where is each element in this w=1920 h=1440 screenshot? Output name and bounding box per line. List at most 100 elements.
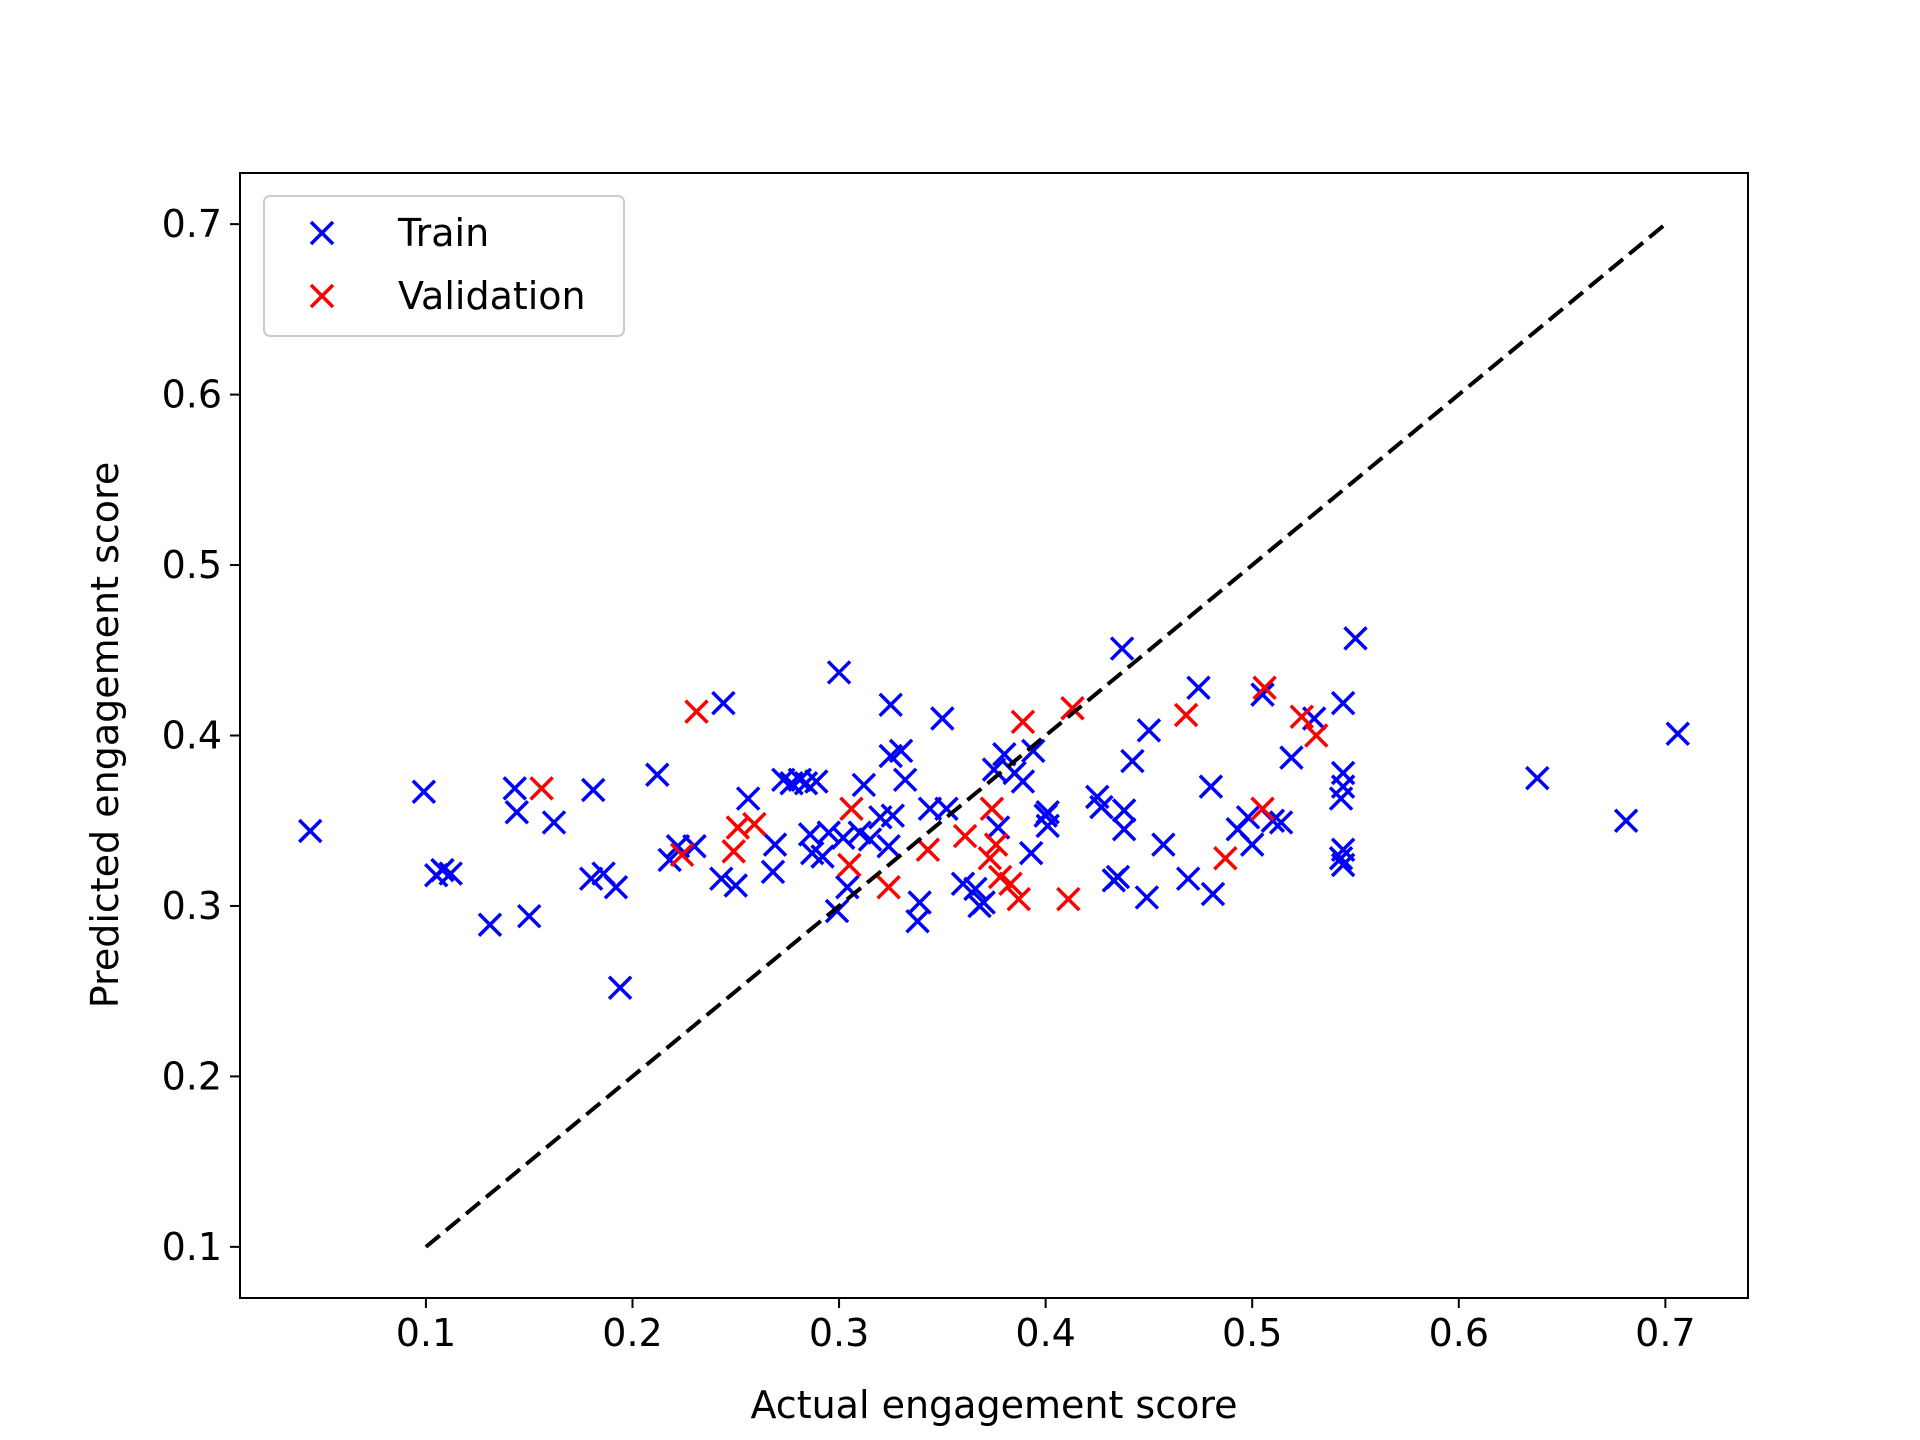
point-train [1665,721,1691,747]
y-tick-label: 0.5 [162,543,222,587]
y-tick-label: 0.4 [162,714,222,758]
legend-label-train: Train [397,211,489,255]
point-train [793,770,819,796]
x-tick-label: 0.6 [1429,1311,1489,1355]
point-validation [987,864,1013,890]
point-train [876,834,901,859]
point-validation [684,699,709,724]
point-train [657,847,682,873]
legend-entry-validation: Validation [309,274,586,318]
point-train [1134,885,1160,910]
point-train [1120,748,1145,774]
y-axis-label: Predicted engagement score [83,462,127,1008]
point-train [1136,718,1162,743]
point-train [1089,794,1114,820]
point-train [824,898,850,924]
point-train [1111,798,1137,823]
reference-line-layer [424,222,1667,1249]
point-train [504,799,530,825]
point-train [578,866,604,891]
y-tick-label: 0.3 [162,884,222,928]
point-train [878,692,903,718]
point-train [830,825,856,851]
x-tick-label: 0.7 [1635,1311,1695,1355]
point-train [1330,690,1356,716]
point-train [1151,832,1176,857]
point-validation [977,845,1003,871]
point-validation [1056,886,1081,912]
point-validation [1289,704,1315,729]
point-train [981,757,1007,782]
point-validation [669,842,695,868]
point-train [907,890,932,915]
point-train [810,844,835,869]
point-train [851,772,877,798]
point-train [1343,626,1368,651]
point-train [892,767,918,793]
point-train [816,820,841,845]
x-tick-label: 0.4 [1015,1311,1075,1355]
point-validation [837,852,862,878]
point-train [857,827,883,852]
point-validation [1250,796,1275,822]
y-tick-label: 0.7 [162,202,222,246]
point-train [971,890,996,915]
point-validation [1304,723,1329,748]
point-train [1235,805,1261,830]
point-train [516,903,542,929]
point-train [1021,738,1046,764]
point-validation [979,796,1005,822]
point-train [645,762,670,787]
point-validation [529,776,554,801]
point-train [826,660,852,685]
point-train [603,874,629,900]
point-validation [742,811,767,837]
legend-label-validation: Validation [398,274,586,318]
point-train [411,779,437,804]
x-tick-label: 0.2 [602,1311,662,1355]
point-train [1109,636,1135,661]
point-train [1330,852,1356,878]
point-validation [915,837,941,862]
point-train [682,834,707,859]
point-validation [998,871,1023,897]
point-train [1268,810,1294,835]
point-train [847,820,872,845]
point-validation [1173,702,1199,728]
point-train [950,871,976,897]
point-validation [839,796,864,822]
legend-box [263,195,625,337]
point-validation [952,823,978,849]
point-train [1018,840,1044,866]
x-tick-label: 0.5 [1222,1311,1282,1355]
point-train [1239,832,1265,857]
x-tick-label: 0.1 [396,1311,456,1355]
point-train [541,810,567,835]
point-train [1279,745,1304,770]
point-train [934,796,959,822]
legend-entries: Train Validation [309,211,586,318]
point-train [709,866,734,891]
reference-line [424,222,1667,1249]
point-validation [983,832,1009,857]
point-train [804,769,829,794]
point-train [1186,675,1211,701]
y-tick-label: 0.2 [162,1054,222,1098]
point-train [1035,799,1060,825]
y-tick-label: 0.6 [162,373,222,417]
point-train [1010,769,1036,794]
point-validation [1006,886,1032,912]
y-tick-label: 0.1 [162,1225,222,1269]
y-axis-ticks: 0.1 0.2 0.3 0.4 0.5 0.6 0.7 [162,202,240,1269]
point-validation [876,874,901,900]
legend-marker-train [309,220,335,246]
point-train [1330,760,1356,786]
point-train [477,912,503,937]
point-train [1111,817,1137,842]
point-train [888,738,914,764]
point-validation [721,839,746,864]
legend-entry-train: Train [309,211,489,255]
point-train [581,777,606,803]
point-validation [1010,709,1036,735]
